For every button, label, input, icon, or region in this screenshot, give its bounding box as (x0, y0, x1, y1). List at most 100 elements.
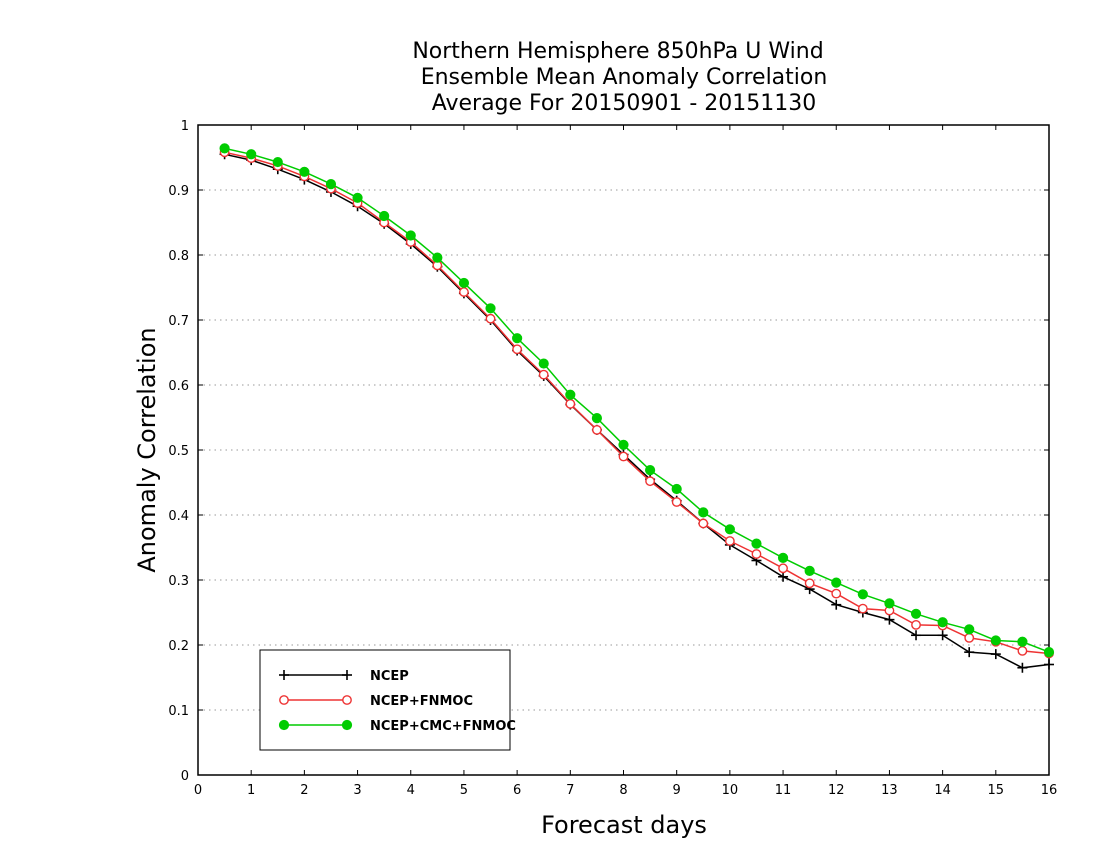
x-axis-title: Forecast days (541, 811, 707, 839)
ncep-cmc-fnmoc-point (964, 624, 975, 635)
ncep-cmc-fnmoc-point (910, 608, 922, 619)
legend-label: NCEP (370, 669, 409, 684)
ncep-fnmoc-point (618, 451, 629, 462)
ncep-cmc-fnmoc-point (698, 507, 709, 518)
x-tick-label: 5 (460, 783, 468, 798)
ncep-fnmoc-point (538, 369, 549, 380)
legend-label: NCEP+CMC+FNMOC (370, 719, 516, 734)
ncep-fnmoc-point (778, 563, 788, 574)
legend-label: NCEP+FNMOC (370, 694, 473, 709)
y-tick-label: 0 (181, 769, 189, 784)
ncep-cmc-fnmoc-point (352, 192, 363, 203)
ncep-cmc-fnmoc-point (591, 413, 603, 424)
x-tick-label: 7 (566, 783, 574, 798)
ncep-point (1044, 659, 1054, 670)
legend-item-ncep-cmc-fnmoc: NCEP+CMC+FNMOC (278, 719, 516, 734)
x-tick-label: 8 (619, 783, 627, 798)
x-tick-label: 9 (673, 783, 681, 798)
x-tick-label: 4 (407, 783, 415, 798)
ncep-fnmoc-point (751, 549, 762, 559)
y-tick-label: 0.2 (168, 639, 189, 654)
ncep-cmc-fnmoc-point (618, 439, 629, 450)
ncep-cmc-fnmoc-point (538, 358, 549, 369)
x-tick-label: 15 (988, 783, 1005, 798)
ncep-fnmoc-point (857, 603, 868, 614)
ncep-fnmoc-point (671, 497, 682, 507)
ncep-point (1017, 662, 1028, 673)
legend-ncep-fnmoc-point (279, 695, 289, 705)
ncep-cmc-fnmoc-point (458, 277, 470, 289)
legend-item-ncep: NCEP (279, 669, 409, 684)
ncep-fnmoc-point (831, 588, 842, 599)
x-tick-label: 12 (828, 783, 845, 798)
legend-ncep-cmc-fnmoc-point (278, 719, 290, 731)
legend-ncep-point (279, 670, 289, 680)
ncep-fnmoc-point (565, 398, 576, 409)
series-ncep-cmc-fnmoc (219, 143, 1055, 658)
y-tick-label: 0.6 (168, 379, 189, 394)
ncep-point (778, 571, 789, 582)
ncep-cmc-fnmoc-point (299, 166, 310, 177)
x-tick-label: 13 (881, 783, 898, 798)
chart-title-line-3: Average For 20150901 - 20151130 (432, 91, 817, 116)
legend: NCEP NCEP+FNMOC NCEP+CMC+FNMOC (259, 649, 516, 751)
ncep-cmc-fnmoc-point (379, 210, 390, 222)
ncep-point (937, 630, 948, 641)
x-tick-label: 2 (300, 783, 308, 798)
ncep-point (884, 614, 895, 625)
x-tick-label: 11 (775, 783, 792, 798)
ncep-cmc-fnmoc-point (937, 617, 948, 628)
series-layer (219, 143, 1055, 673)
ncep-fnmoc-point (485, 313, 496, 324)
ncep-fnmoc-point (724, 536, 735, 546)
legend-item-ncep-fnmoc: NCEP+FNMOC (279, 694, 473, 709)
legend-ncep-point (342, 670, 352, 680)
ncep-cmc-fnmoc-point (884, 598, 895, 609)
series-line-ncep-cmc-fnmoc (224, 147, 1050, 653)
ncep-fnmoc-point (592, 424, 602, 435)
ncep-cmc-fnmoc-point (777, 552, 789, 564)
ncep-fnmoc-point (911, 619, 921, 630)
ncep-fnmoc-point (964, 632, 975, 643)
x-axis: 0 1 2 3 4 5 6 7 8 9 10 11 12 13 14 15 16 (194, 125, 1057, 798)
x-tick-label: 6 (513, 783, 521, 798)
ncep-cmc-fnmoc-point (246, 149, 257, 160)
ncep-cmc-fnmoc-point (831, 577, 842, 588)
ncep-cmc-fnmoc-point (1017, 636, 1028, 647)
ncep-cmc-fnmoc-point (432, 252, 443, 263)
ncep-cmc-fnmoc-point (325, 179, 337, 190)
ncep-cmc-fnmoc-point (644, 465, 656, 476)
ncep-cmc-fnmoc-point (857, 589, 868, 600)
ncep-cmc-fnmoc-point (405, 230, 416, 241)
y-tick-label: 0.1 (168, 704, 189, 719)
series-ncep (219, 149, 1054, 673)
y-tick-label: 0.3 (168, 574, 189, 589)
x-tick-label: 10 (722, 783, 739, 798)
y-tick-label: 1 (181, 119, 189, 134)
y-axis-title: Anomaly Correlation (133, 327, 161, 572)
y-axis: 0 0.1 0.2 0.3 0.4 0.5 0.6 0.7 0.8 0.9 1 (168, 119, 1049, 784)
x-tick-label: 1 (247, 783, 255, 798)
y-tick-label: 0.9 (168, 184, 189, 199)
ncep-cmc-fnmoc-point (565, 389, 576, 400)
ncep-cmc-fnmoc-point (671, 483, 682, 495)
x-tick-label: 14 (934, 783, 951, 798)
ncep-point (911, 630, 922, 641)
x-tick-label: 0 (194, 783, 202, 798)
ncep-cmc-fnmoc-point (272, 156, 283, 168)
y-tick-label: 0.8 (168, 249, 189, 264)
ncep-cmc-fnmoc-point (724, 524, 735, 535)
series-ncep-fnmoc (219, 147, 1054, 659)
x-tick-label: 16 (1041, 783, 1058, 798)
ncep-fnmoc-point (698, 518, 709, 529)
ncep-cmc-fnmoc-point (1043, 647, 1055, 658)
ncep-point (964, 647, 975, 658)
y-tick-label: 0.4 (168, 509, 189, 524)
ncep-fnmoc-point (1017, 645, 1028, 656)
ncep-cmc-fnmoc-point (804, 565, 815, 577)
x-tick-label: 3 (353, 783, 361, 798)
ncep-point (831, 599, 842, 610)
ncep-fnmoc-point (512, 344, 523, 355)
ncep-cmc-fnmoc-point (512, 333, 523, 344)
